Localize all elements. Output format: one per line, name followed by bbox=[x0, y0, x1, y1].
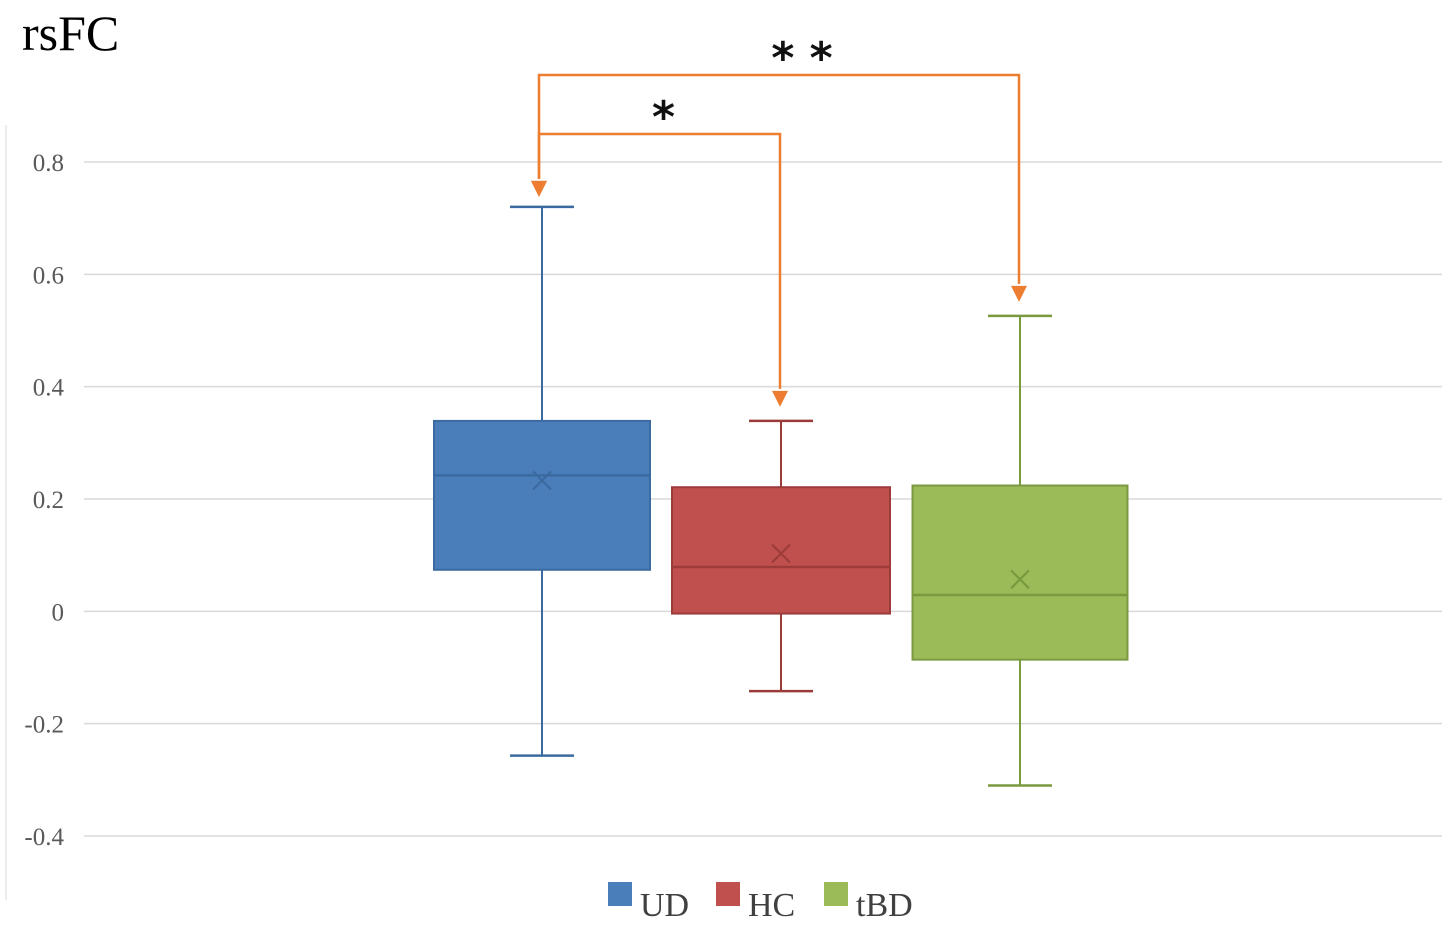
y-tick-label: 0 bbox=[52, 599, 65, 626]
iqr-box bbox=[911, 484, 1129, 661]
mean-marker bbox=[532, 470, 552, 491]
legend: UD HC tBD bbox=[608, 882, 913, 924]
mean-marker bbox=[1010, 569, 1030, 590]
box-ud bbox=[433, 205, 651, 757]
iqr-box bbox=[433, 419, 651, 571]
y-tick-label: -0.2 bbox=[24, 712, 64, 739]
arrowhead bbox=[531, 180, 547, 197]
significance-bracket: * * bbox=[531, 33, 1027, 302]
box-hc bbox=[671, 419, 891, 693]
legend-swatch bbox=[608, 882, 632, 906]
y-tick-label: 0.2 bbox=[33, 487, 64, 514]
mean-marker bbox=[771, 543, 791, 564]
iqr-box bbox=[671, 486, 891, 615]
legend-label: HC bbox=[748, 887, 795, 923]
arrowhead bbox=[1011, 285, 1027, 302]
legend-item-hc: HC bbox=[716, 882, 795, 924]
significance-annotations: * * * bbox=[531, 33, 1027, 407]
y-tick-label: 0.4 bbox=[33, 375, 65, 402]
significance-label: * bbox=[652, 92, 675, 143]
significance-label: * * bbox=[771, 33, 832, 84]
significance-bracket: * bbox=[531, 92, 788, 407]
legend-item-tbd: tBD bbox=[824, 882, 913, 924]
bracket-line bbox=[537, 73, 1021, 284]
legend-swatch bbox=[716, 882, 740, 906]
panel-title: rsFC bbox=[22, 5, 119, 61]
y-axis-tick-labels: 0.8 0.6 0.4 0.2 0 -0.2 -0.4 bbox=[24, 150, 64, 851]
y-tick-label: 0.6 bbox=[33, 262, 64, 289]
legend-item-ud: UD bbox=[608, 882, 689, 924]
y-tick-label: 0.8 bbox=[33, 150, 64, 177]
legend-label: tBD bbox=[856, 887, 913, 923]
boxes bbox=[433, 205, 1129, 787]
arrowhead bbox=[772, 390, 788, 407]
y-tick-label: -0.4 bbox=[24, 824, 64, 851]
box-tbd bbox=[911, 314, 1129, 787]
legend-swatch bbox=[824, 882, 848, 906]
bracket-line bbox=[537, 132, 782, 389]
legend-label: UD bbox=[640, 887, 689, 923]
